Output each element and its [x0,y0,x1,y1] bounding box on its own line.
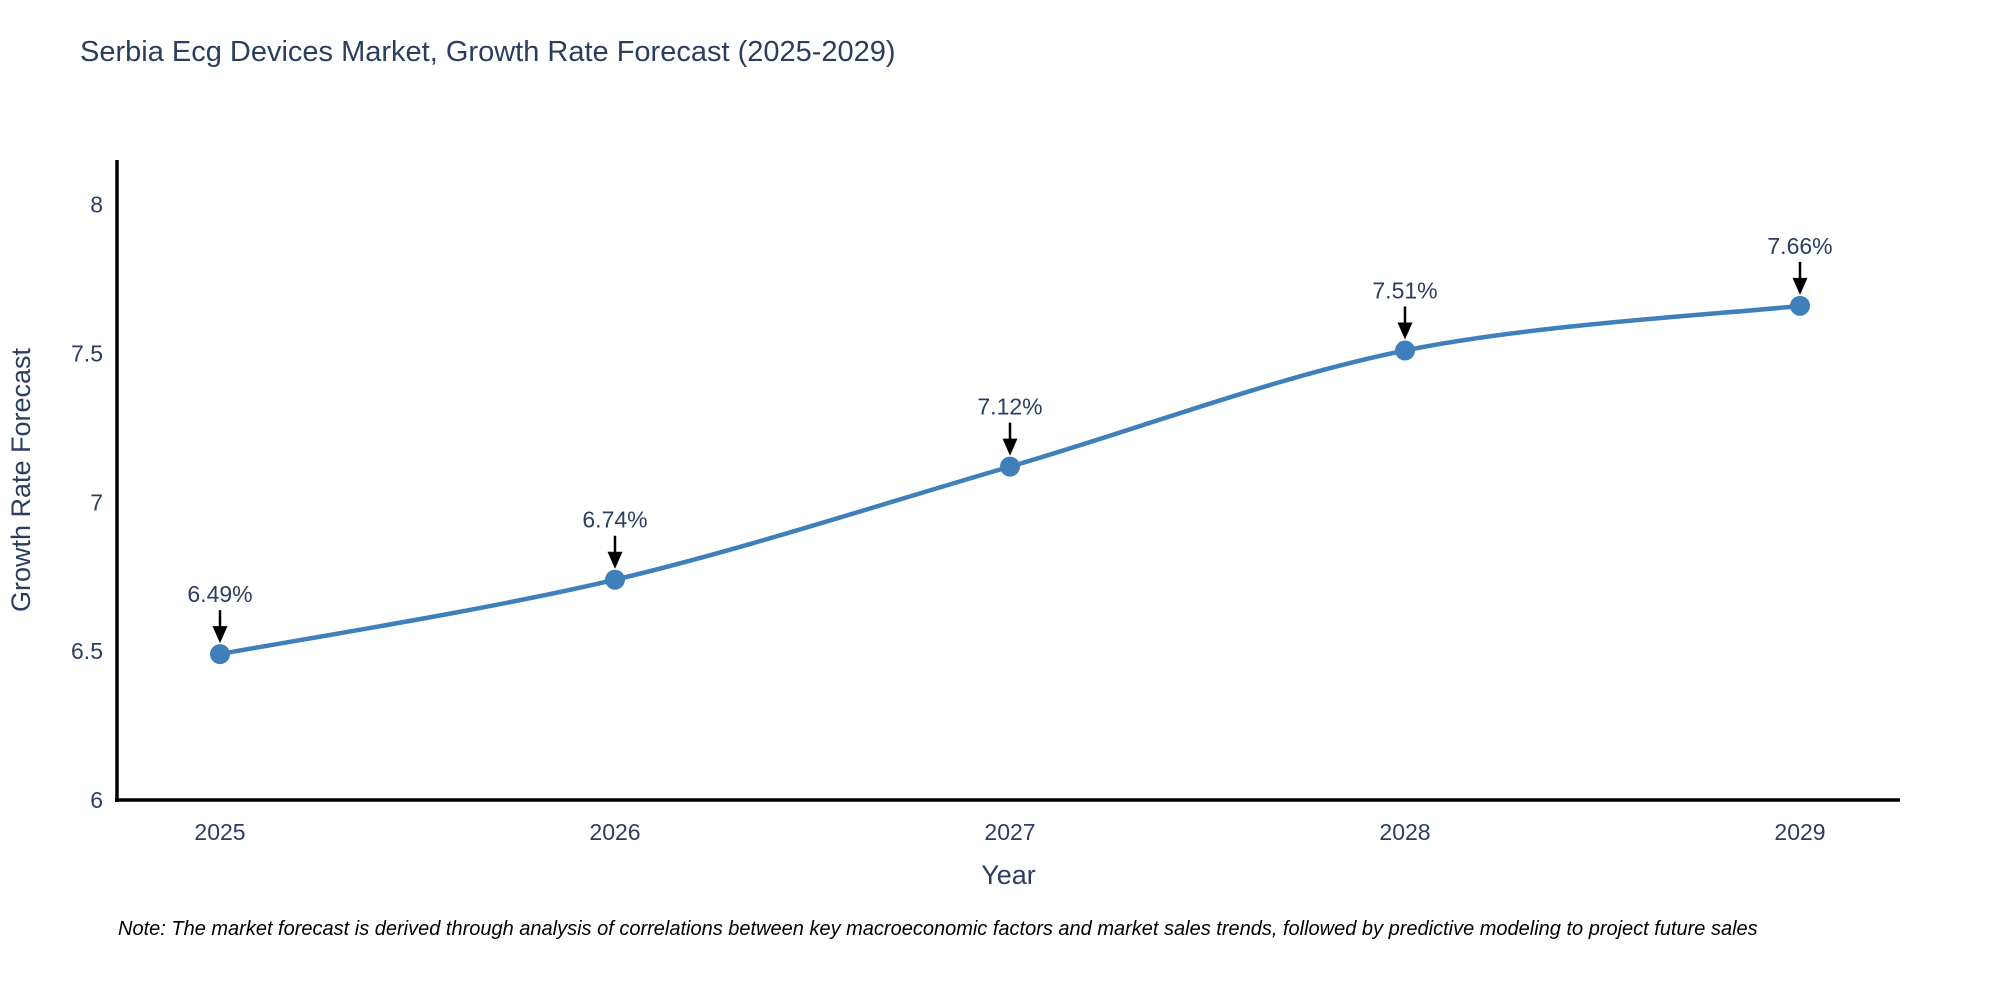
data-point-label: 7.12% [977,394,1042,420]
data-point-label: 6.49% [187,581,252,607]
annotation-arrow-head [212,626,228,644]
data-point-label: 7.51% [1372,278,1437,304]
annotation-arrow-head [1792,277,1808,295]
data-point-label: 7.66% [1767,233,1832,259]
data-point-marker[interactable] [1000,456,1020,477]
data-point-label: 6.74% [582,507,647,533]
x-axis-title: Year [981,860,1036,890]
annotation-arrow-head [1397,322,1413,340]
y-tick-label: 8 [90,192,103,218]
growth-rate-line-chart: 6 6.5 7 7.5 8 2025 2026 2027 2028 2029 Growth Rate… [6,160,1900,890]
data-point-marker[interactable] [210,644,230,665]
y-tick-label: 7.5 [71,340,103,366]
footnote: Note: The market forecast is derived thr… [118,918,1758,940]
x-tick-label: 2026 [589,819,640,845]
data-point-marker[interactable] [605,569,625,590]
x-tick-label: 2027 [984,819,1035,845]
y-tick-label: 6.5 [71,638,103,664]
x-tick-label: 2029 [1774,819,1825,845]
y-axis-title: Growth Rate Forecast [6,347,36,612]
x-tick-label: 2025 [194,819,245,845]
y-tick-label: 6 [90,787,103,813]
chart-title: Serbia Ecg Devices Market, Growth Rate F… [80,36,896,68]
y-tick-label: 7 [90,489,103,515]
annotation-arrow-head [1002,438,1018,456]
data-point-marker[interactable] [1790,295,1810,316]
x-tick-label: 2028 [1379,819,1430,845]
forecast-line [219,303,1801,657]
annotation-arrow-head [607,551,623,569]
data-point-marker[interactable] [1395,340,1415,361]
